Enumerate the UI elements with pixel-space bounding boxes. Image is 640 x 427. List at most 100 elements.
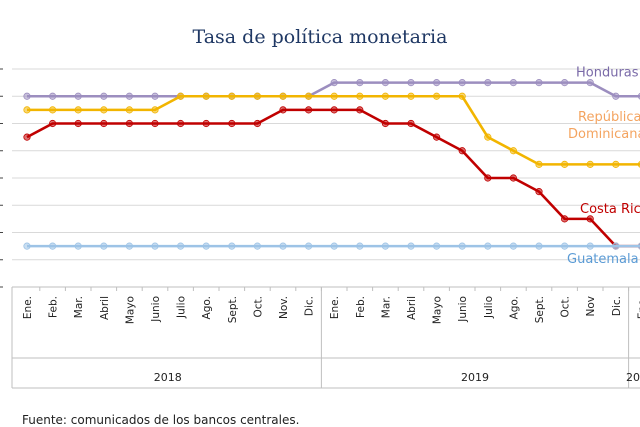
data-point — [381, 242, 389, 250]
data-point — [586, 242, 594, 250]
data-point — [484, 133, 492, 141]
data-point — [48, 92, 57, 100]
data-point — [125, 119, 133, 128]
x-tick-label: Dic. — [611, 296, 623, 316]
x-tick-label: Abril — [406, 296, 418, 320]
data-point — [74, 106, 82, 114]
data-point — [612, 92, 620, 100]
data-point — [432, 79, 441, 87]
year-label: 2019 — [461, 371, 489, 384]
x-tick-label: Oct. — [252, 296, 264, 318]
data-point — [586, 160, 594, 168]
data-point — [509, 174, 518, 182]
data-point — [560, 160, 569, 168]
data-point — [100, 92, 108, 100]
x-tick-label: Julio — [176, 296, 188, 319]
data-point — [125, 92, 133, 100]
x-tick-label: Julio — [483, 296, 495, 319]
data-point — [484, 242, 492, 250]
data-point — [228, 119, 236, 128]
data-point — [177, 92, 185, 100]
x-tick-label: Ene. — [329, 296, 341, 319]
data-point — [228, 242, 236, 250]
x-tick-label: Ene. — [636, 296, 640, 319]
data-point — [458, 92, 466, 100]
data-point — [304, 106, 313, 114]
x-tick-label: Junio — [457, 296, 469, 323]
x-tick-label: Ago. — [201, 296, 213, 319]
data-point — [23, 133, 31, 141]
data-point — [612, 242, 620, 250]
data-point — [228, 92, 236, 100]
data-point — [484, 174, 492, 182]
data-point — [279, 106, 287, 114]
data-point — [151, 242, 159, 250]
data-point — [432, 242, 441, 250]
data-point — [509, 79, 518, 87]
data-point — [48, 242, 57, 250]
data-point — [202, 242, 210, 250]
data-point — [458, 242, 466, 250]
x-tick-label: Dic. — [304, 296, 316, 316]
x-tick-label: Nov — [585, 296, 597, 317]
data-point — [151, 92, 159, 100]
data-point — [612, 160, 620, 168]
data-point — [381, 119, 389, 128]
data-point — [381, 79, 389, 87]
data-point — [381, 92, 389, 100]
data-point — [535, 160, 543, 168]
data-point — [356, 242, 364, 250]
data-point — [432, 133, 441, 141]
data-point — [253, 242, 261, 250]
x-tick-label: Nov. — [278, 296, 290, 319]
x-tick-label: Feb. — [355, 296, 367, 318]
data-point — [535, 242, 543, 250]
data-point — [330, 79, 338, 87]
series-label: Guatemala — [567, 252, 639, 267]
data-point — [23, 92, 31, 100]
data-point — [509, 242, 518, 250]
data-point — [151, 106, 159, 114]
data-point — [509, 147, 518, 155]
data-point — [560, 242, 569, 250]
data-point — [330, 242, 338, 250]
year-label: 2018 — [154, 371, 182, 384]
data-point — [432, 92, 441, 100]
data-point — [23, 242, 31, 250]
x-tick-label: Ene. — [22, 296, 34, 319]
x-tick-label: Mayo — [432, 296, 444, 324]
x-tick-label: Junio — [150, 296, 162, 323]
data-point — [535, 188, 543, 196]
series-label: Dominicana — [568, 127, 640, 142]
data-point — [535, 79, 543, 87]
series-label: Costa Ric — [580, 202, 640, 217]
data-point — [279, 92, 287, 100]
data-point — [202, 119, 210, 128]
data-point — [279, 242, 287, 250]
data-point — [330, 106, 338, 114]
data-point — [407, 119, 415, 128]
series-label: Honduras — [576, 66, 639, 81]
data-point — [23, 106, 31, 114]
data-point — [48, 119, 57, 128]
data-point — [74, 119, 82, 128]
data-point — [586, 215, 594, 223]
data-point — [177, 242, 185, 250]
x-tick-label: Feb. — [48, 296, 60, 318]
x-tick-label: Abril — [99, 296, 111, 320]
data-point — [177, 119, 185, 128]
x-tick-label: Oct. — [560, 296, 572, 318]
data-point — [253, 119, 261, 128]
data-point — [304, 92, 313, 100]
data-point — [586, 79, 594, 87]
data-point — [407, 79, 415, 87]
data-point — [484, 79, 492, 87]
data-point — [253, 92, 261, 100]
data-point — [356, 106, 364, 114]
data-point — [560, 215, 569, 223]
chart-title: Tasa de política monetaria — [193, 26, 448, 48]
data-point — [458, 79, 466, 87]
data-point — [407, 92, 415, 100]
